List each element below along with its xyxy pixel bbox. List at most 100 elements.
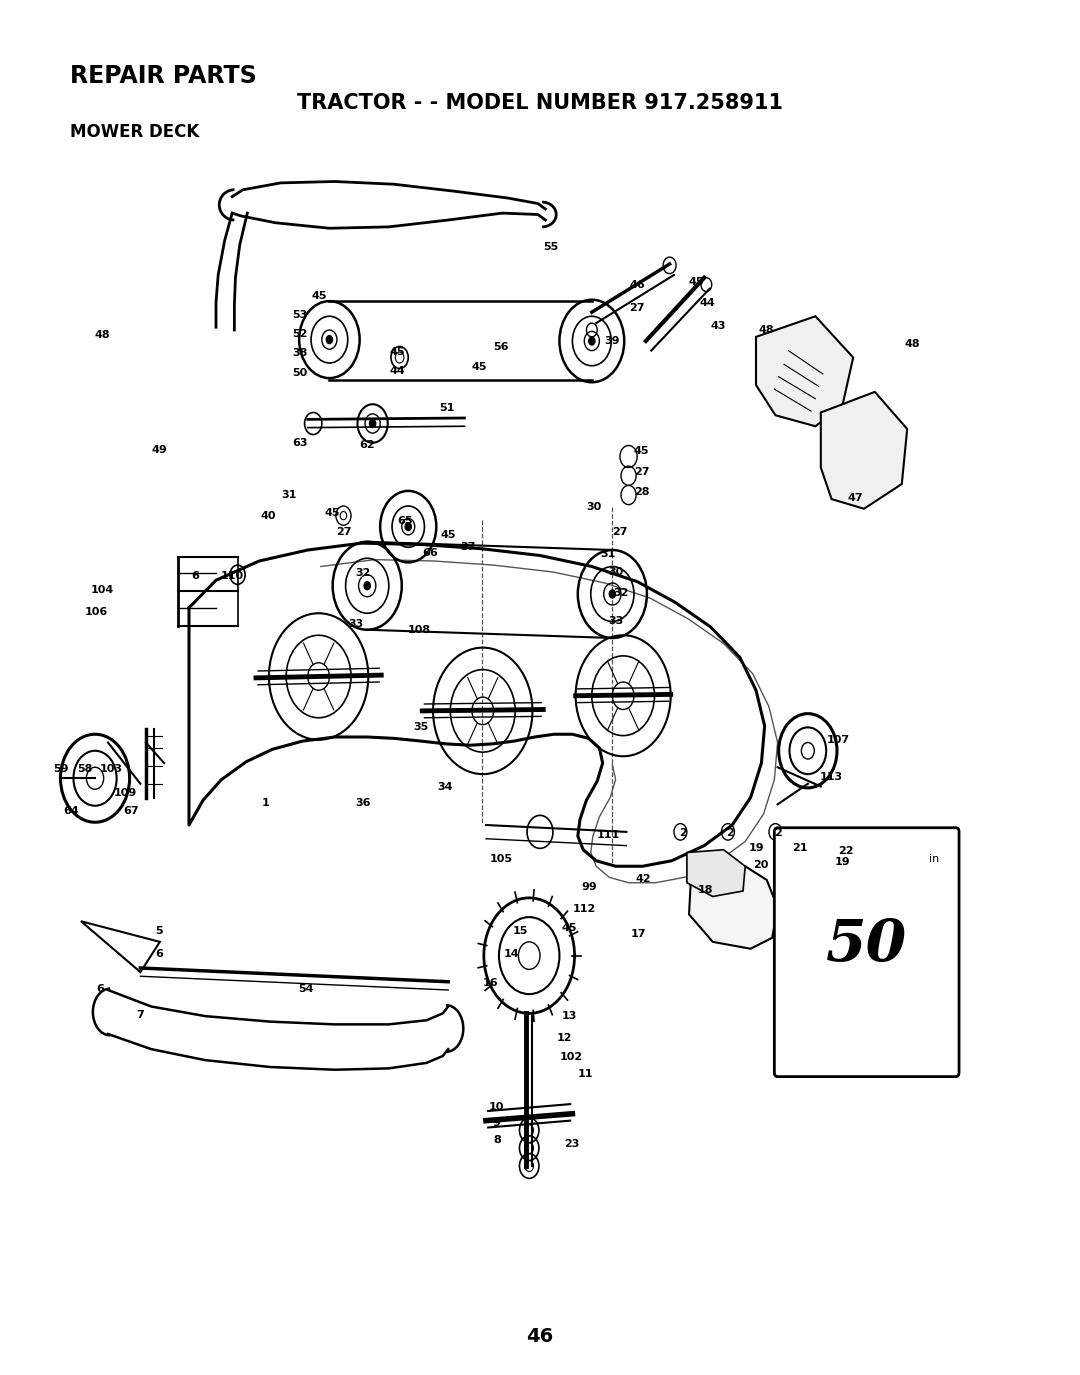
Text: in: in <box>929 854 940 865</box>
Text: 32: 32 <box>355 568 370 579</box>
Text: 53: 53 <box>293 309 308 320</box>
Text: 28: 28 <box>634 487 649 498</box>
Text: 20: 20 <box>753 859 768 870</box>
Text: 23: 23 <box>564 1138 579 1150</box>
Text: 33: 33 <box>349 619 364 630</box>
Text: 35: 35 <box>414 722 429 733</box>
Text: 108: 108 <box>407 624 431 635</box>
Text: 45: 45 <box>472 362 487 373</box>
Text: 113: 113 <box>820 771 843 782</box>
Text: 67: 67 <box>123 806 138 817</box>
Text: 2: 2 <box>726 828 734 839</box>
Text: 107: 107 <box>826 734 850 745</box>
Text: 2: 2 <box>773 828 782 839</box>
Text: 31: 31 <box>600 549 616 560</box>
Text: 11: 11 <box>578 1068 593 1079</box>
Text: 27: 27 <box>336 527 351 538</box>
Text: 112: 112 <box>572 903 596 914</box>
Text: 14: 14 <box>504 949 519 960</box>
Text: 105: 105 <box>489 854 513 865</box>
Text: 16: 16 <box>483 978 498 989</box>
Text: 62: 62 <box>360 440 375 451</box>
Text: 6: 6 <box>154 949 163 960</box>
Text: 106: 106 <box>84 606 108 617</box>
Text: 2: 2 <box>678 828 687 839</box>
Circle shape <box>609 590 616 598</box>
Text: 64: 64 <box>64 806 79 817</box>
Circle shape <box>364 582 370 590</box>
Text: 48: 48 <box>905 338 920 349</box>
Text: 45: 45 <box>634 446 649 456</box>
Text: 13: 13 <box>562 1011 577 1022</box>
Text: 65: 65 <box>397 516 413 527</box>
Text: 6: 6 <box>96 983 105 994</box>
Text: 7: 7 <box>136 1009 145 1020</box>
Text: 6: 6 <box>191 571 200 582</box>
Text: 48: 48 <box>95 330 110 341</box>
Text: 48: 48 <box>759 324 774 336</box>
Text: 45: 45 <box>325 507 340 518</box>
Text: 30: 30 <box>586 502 602 513</box>
Text: 15: 15 <box>513 925 528 936</box>
Text: 45: 45 <box>562 923 577 934</box>
Circle shape <box>369 419 376 428</box>
Text: 30: 30 <box>608 566 623 578</box>
Text: 32: 32 <box>613 587 629 598</box>
Text: 9: 9 <box>492 1118 501 1129</box>
Text: 46: 46 <box>630 279 645 290</box>
Text: 111: 111 <box>596 829 620 840</box>
Text: 27: 27 <box>612 527 627 538</box>
Circle shape <box>405 522 411 531</box>
Text: 5: 5 <box>154 925 163 936</box>
Text: REPAIR PARTS: REPAIR PARTS <box>70 63 257 88</box>
Text: 44: 44 <box>700 297 715 308</box>
Text: 38: 38 <box>293 348 308 359</box>
Text: 44: 44 <box>390 366 405 377</box>
Text: 103: 103 <box>99 763 123 774</box>
Polygon shape <box>689 866 778 949</box>
Text: 47: 47 <box>848 492 863 503</box>
Text: 12: 12 <box>557 1033 572 1044</box>
Polygon shape <box>687 850 745 896</box>
Text: 27: 27 <box>634 466 649 477</box>
Text: 63: 63 <box>293 437 308 448</box>
Text: 50: 50 <box>293 367 308 378</box>
Circle shape <box>589 337 595 345</box>
Text: 54: 54 <box>298 983 313 994</box>
Circle shape <box>326 336 333 344</box>
Text: 43: 43 <box>711 320 726 331</box>
Text: 45: 45 <box>689 276 704 287</box>
Text: 18: 18 <box>698 884 713 895</box>
Text: 50: 50 <box>826 917 907 973</box>
Polygon shape <box>821 392 907 509</box>
Text: 58: 58 <box>78 763 93 774</box>
Text: 45: 45 <box>312 290 327 301</box>
Text: 66: 66 <box>422 547 437 558</box>
Text: 46: 46 <box>526 1327 554 1346</box>
Text: 33: 33 <box>608 616 623 627</box>
Text: 39: 39 <box>605 336 620 346</box>
Text: 56: 56 <box>494 341 509 352</box>
Text: TRACTOR - - MODEL NUMBER 917.258911: TRACTOR - - MODEL NUMBER 917.258911 <box>297 94 783 113</box>
Text: 1: 1 <box>261 798 270 808</box>
Text: 21: 21 <box>793 843 808 854</box>
Text: 49: 49 <box>152 444 167 455</box>
Polygon shape <box>756 316 853 426</box>
Text: 19: 19 <box>748 843 764 854</box>
Text: MOWER DECK: MOWER DECK <box>70 122 200 142</box>
Text: 42: 42 <box>636 873 651 884</box>
Text: 40: 40 <box>260 510 275 521</box>
Text: 55: 55 <box>543 242 558 253</box>
Text: 102: 102 <box>559 1052 583 1063</box>
Text: 37: 37 <box>460 542 475 553</box>
Text: 22: 22 <box>838 846 853 857</box>
Text: 17: 17 <box>631 928 646 939</box>
Text: 27: 27 <box>630 302 645 314</box>
Text: 52: 52 <box>293 329 308 340</box>
Text: 104: 104 <box>91 584 114 595</box>
Text: 45: 45 <box>441 529 456 540</box>
Text: 45: 45 <box>390 346 405 358</box>
Text: 51: 51 <box>440 403 455 414</box>
Text: 109: 109 <box>113 788 137 799</box>
Text: 110: 110 <box>220 571 244 582</box>
